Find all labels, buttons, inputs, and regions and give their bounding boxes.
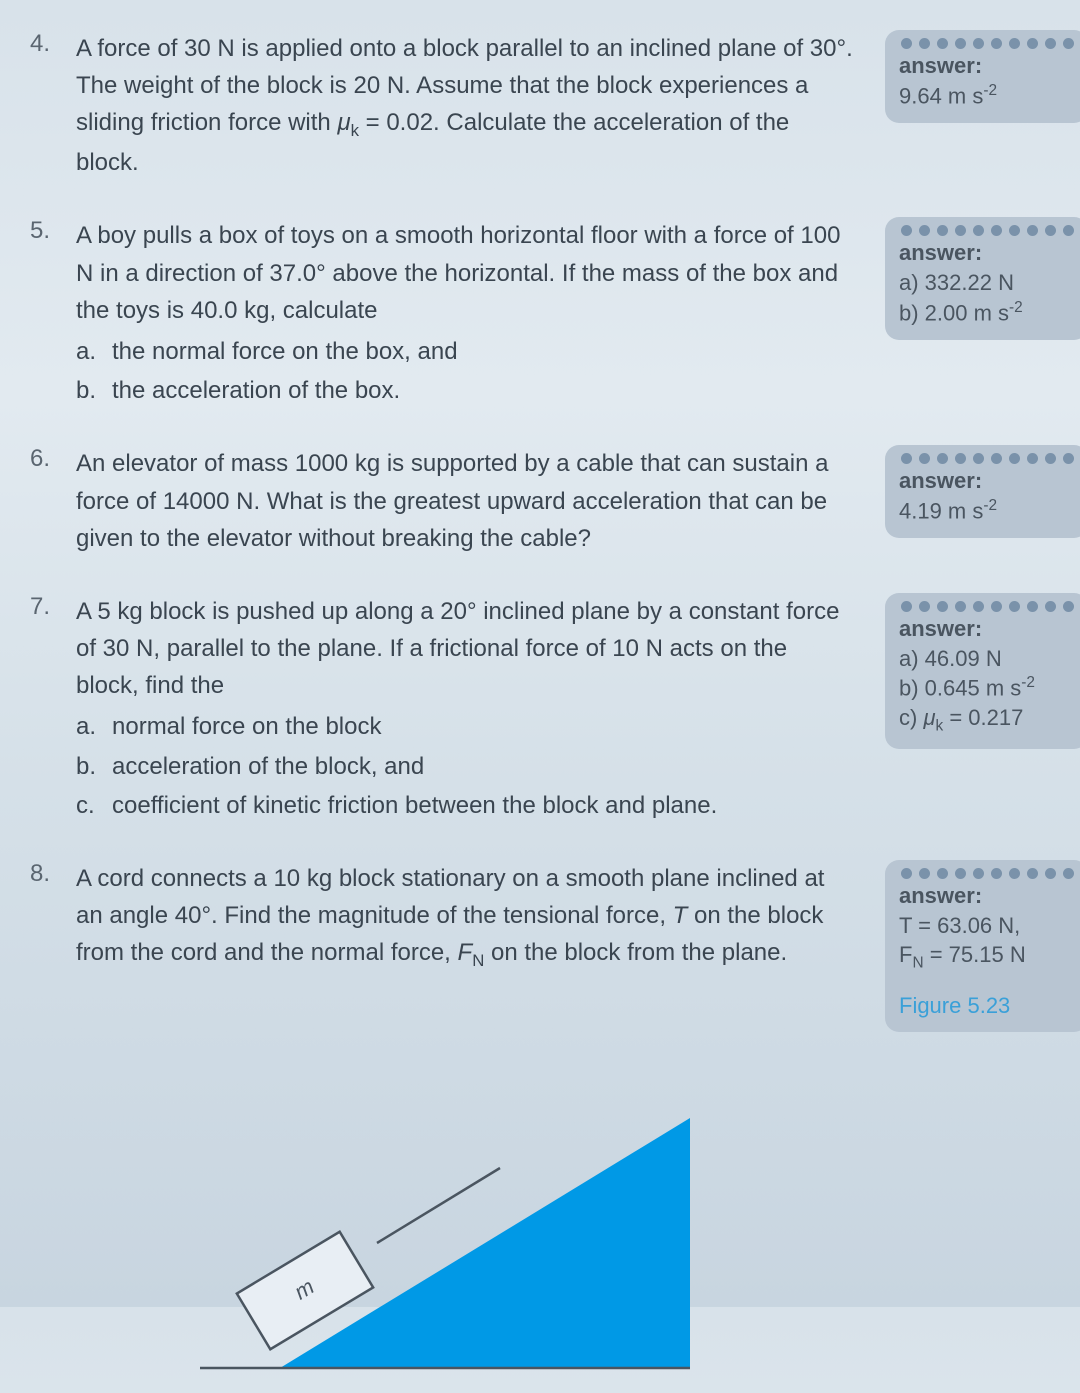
answer-value-a: a) 332.22 N xyxy=(899,268,1074,298)
answer-label: answer: xyxy=(899,614,1074,644)
answer-value-fn: FN = 75.15 N xyxy=(899,940,1074,974)
question-number: 8. xyxy=(30,860,58,888)
answer-value: 9.64 m s-2 xyxy=(899,81,1074,111)
decorative-dots xyxy=(901,225,1074,236)
decorative-dots xyxy=(901,868,1074,879)
question-7: 7. A 5 kg block is pushed up along a 20°… xyxy=(30,593,1080,824)
sub-item-b: b.the acceleration of the box. xyxy=(76,372,855,409)
answer-box: answer: T = 63.06 N, FN = 75.15 N Figure… xyxy=(885,860,1080,1032)
question-number: 6. xyxy=(30,445,58,473)
answer-value-c: c) μk = 0.217 xyxy=(899,703,1074,737)
answer-box: answer: a) 46.09 N b) 0.645 m s-2 c) μk … xyxy=(885,593,1080,750)
decorative-dots xyxy=(901,601,1074,612)
answer-label: answer: xyxy=(899,51,1074,81)
sub-item-c: c.coefficient of kinetic friction betwee… xyxy=(76,787,855,824)
answer-value-t: T = 63.06 N, xyxy=(899,911,1074,941)
answer-value: 4.19 m s-2 xyxy=(899,496,1074,526)
question-number: 5. xyxy=(30,217,58,245)
question-text: A cord connects a 10 kg block stationary… xyxy=(76,860,867,974)
sub-list: a.the normal force on the box, and b.the… xyxy=(76,333,855,409)
question-text: A 5 kg block is pushed up along a 20° in… xyxy=(76,593,867,824)
figure-caption: Figure 5.23 xyxy=(899,991,1074,1021)
figure-5-23: m xyxy=(130,1068,730,1388)
question-4: 4. A force of 30 N is applied onto a blo… xyxy=(30,30,1080,181)
question-text: An elevator of mass 1000 kg is supported… xyxy=(76,445,867,557)
question-number: 7. xyxy=(30,593,58,621)
answer-label: answer: xyxy=(899,238,1074,268)
answer-box: answer: a) 332.22 N b) 2.00 m s-2 xyxy=(885,217,1080,339)
answer-value-b: b) 2.00 m s-2 xyxy=(899,298,1074,328)
answer-box: answer: 4.19 m s-2 xyxy=(885,445,1080,538)
answer-label: answer: xyxy=(899,881,1074,911)
sub-item-a: a.normal force on the block xyxy=(76,708,855,745)
sub-item-b: b.acceleration of the block, and xyxy=(76,748,855,785)
question-number: 4. xyxy=(30,30,58,58)
cord-line xyxy=(377,1168,500,1243)
answer-label: answer: xyxy=(899,466,1074,496)
decorative-dots xyxy=(901,38,1074,49)
question-text: A force of 30 N is applied onto a block … xyxy=(76,30,867,181)
sub-list: a.normal force on the block b.accelerati… xyxy=(76,708,855,824)
answer-box: answer: 9.64 m s-2 xyxy=(885,30,1080,123)
answer-value-b: b) 0.645 m s-2 xyxy=(899,673,1074,703)
answer-value-a: a) 46.09 N xyxy=(899,644,1074,674)
question-text: A boy pulls a box of toys on a smooth ho… xyxy=(76,217,867,409)
question-8: 8. A cord connects a 10 kg block station… xyxy=(30,860,1080,1032)
sub-item-a: a.the normal force on the box, and xyxy=(76,333,855,370)
decorative-dots xyxy=(901,453,1074,464)
question-6: 6. An elevator of mass 1000 kg is suppor… xyxy=(30,445,1080,557)
incline-diagram: m xyxy=(130,1068,730,1388)
question-5: 5. A boy pulls a box of toys on a smooth… xyxy=(30,217,1080,409)
